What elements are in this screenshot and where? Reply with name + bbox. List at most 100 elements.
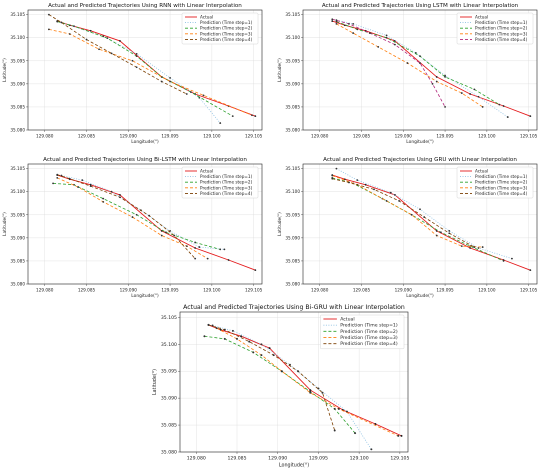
data-point [469, 93, 472, 95]
data-point [335, 167, 338, 170]
y-tick-label: 35.095 [10, 58, 25, 63]
data-point [423, 216, 426, 218]
data-point [131, 216, 134, 218]
data-point [98, 48, 100, 51]
y-tick-label: 35.090 [10, 235, 25, 240]
y-tick-label: 35.085 [161, 423, 177, 429]
data-point [47, 13, 50, 16]
data-point [321, 391, 324, 394]
y-tick-label: 35.100 [10, 35, 25, 40]
chart-title: Actual and Predicted Trajectories Using … [183, 304, 405, 311]
data-point [473, 246, 476, 248]
x-tick-label: 129.090 [395, 134, 413, 139]
data-point [248, 340, 251, 343]
y-tick-label: 35.080 [285, 128, 300, 133]
data-point [370, 448, 373, 451]
x-tick-label: 129.080 [36, 288, 54, 293]
data-point [135, 52, 138, 55]
data-point [223, 328, 226, 331]
data-point [385, 200, 388, 202]
x-tick-label: 129.105 [245, 288, 263, 293]
legend-entry: Prediction (Time step=3) [475, 31, 528, 36]
data-point [444, 74, 446, 77]
legend-entry: Prediction (Time step=3) [340, 335, 398, 341]
x-tick-label: 129.095 [161, 288, 179, 293]
chart-title: Actual and Predicted Trajectories Using … [323, 157, 517, 163]
data-point [502, 260, 505, 262]
legend-entry: Prediction (Time step=2) [200, 180, 253, 185]
data-point [110, 52, 113, 55]
data-point [211, 324, 214, 327]
legend-entry: Prediction (Time step=4) [340, 341, 398, 347]
data-point [439, 231, 442, 234]
data-point [206, 257, 209, 260]
data-point [173, 234, 176, 237]
x-axis-label: Longitude(°) [279, 462, 309, 468]
data-point [160, 80, 163, 83]
data-point [444, 106, 446, 108]
x-tick-label: 129.095 [309, 456, 328, 462]
data-point [236, 337, 238, 340]
data-point [431, 82, 434, 85]
y-tick-label: 35.085 [285, 104, 300, 109]
data-point [343, 24, 346, 27]
data-point [460, 92, 463, 94]
data-point [337, 407, 340, 410]
data-point [356, 179, 359, 182]
legend-entry: Prediction (Time step=4) [475, 191, 528, 196]
legend-entry: Actual [200, 15, 213, 20]
data-point [260, 354, 263, 357]
legend-entry: Prediction (Time step=2) [340, 329, 398, 335]
legend-entry: Actual [475, 169, 488, 174]
x-tick-label: 129.095 [436, 288, 454, 293]
data-point [435, 80, 438, 83]
data-point [194, 257, 197, 260]
data-point [448, 230, 451, 232]
data-point [335, 20, 338, 23]
x-axis-label: Longitude(°) [406, 293, 434, 299]
data-point [272, 354, 275, 357]
data-point [398, 200, 401, 202]
data-point [110, 190, 113, 193]
data-point [252, 351, 255, 354]
y-tick-label: 35.105 [10, 12, 25, 17]
data-point [219, 122, 222, 124]
x-tick-label: 129.100 [350, 456, 369, 462]
y-axis-label: Latitude(°) [152, 369, 158, 395]
data-point [511, 257, 513, 260]
data-point [260, 343, 263, 346]
data-point [368, 32, 371, 34]
data-point [81, 179, 84, 182]
legend-entry: Prediction (Time step=3) [200, 185, 253, 190]
data-point [89, 185, 92, 188]
y-tick-label: 35.105 [285, 12, 300, 17]
data-point [364, 183, 367, 186]
data-point [385, 34, 388, 37]
y-tick-label: 35.105 [161, 315, 177, 321]
data-point [160, 234, 163, 237]
data-point [352, 22, 355, 25]
data-point [410, 213, 413, 216]
x-tick-label: 129.095 [161, 134, 179, 139]
y-tick-label: 35.105 [10, 166, 25, 171]
data-point [448, 232, 451, 235]
legend-entry: Prediction (Time step=1) [475, 174, 528, 179]
data-point [335, 19, 338, 22]
legend-box [320, 314, 405, 349]
legend-entry: Prediction (Time step=1) [200, 174, 253, 179]
data-point [331, 177, 334, 180]
data-point [148, 214, 151, 217]
data-point [280, 370, 283, 373]
data-point [119, 196, 121, 199]
x-tick-label: 129.080 [36, 134, 54, 139]
chart-panel-3: Actual and Predicted Trajectories Using … [2, 157, 263, 299]
data-point [169, 80, 171, 83]
x-tick-label: 129.085 [353, 288, 371, 293]
data-point [240, 335, 243, 338]
data-point [254, 269, 257, 272]
data-point [102, 200, 105, 203]
legend-entry: Prediction (Time step=3) [475, 185, 528, 190]
data-point [203, 335, 206, 338]
x-tick-label: 129.095 [436, 134, 454, 139]
